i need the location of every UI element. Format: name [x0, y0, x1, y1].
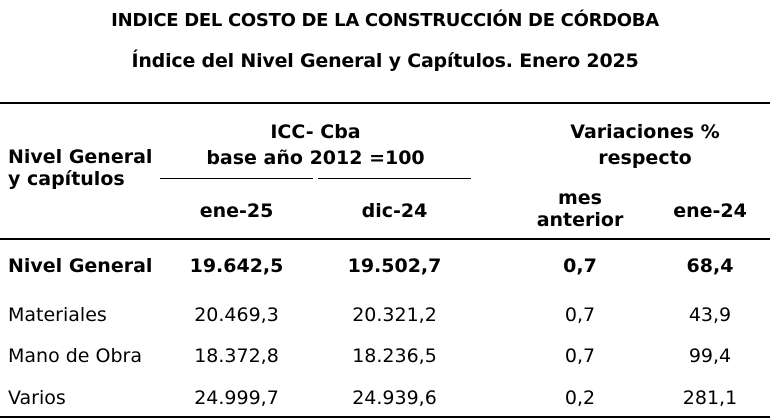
row-var-month-value: 0,7	[564, 345, 596, 367]
header-row-label-line-2: y capítulos	[8, 168, 125, 190]
table-top-rule	[0, 102, 770, 104]
row-var-year-value: 43,9	[688, 304, 732, 326]
header-index-group-line-1: ICC- Cba	[270, 121, 361, 143]
row-label: Mano de Obra	[8, 345, 143, 367]
header-col-year-ago: ene-24	[673, 200, 747, 222]
table-bottom-rule	[0, 416, 770, 418]
header-variation-group-line-2: respecto	[598, 147, 692, 169]
header-variation-group: Variaciones % respecto	[520, 120, 770, 170]
header-variation-group-line-1: Variaciones %	[570, 121, 720, 143]
header-subgroup-rule-right	[318, 178, 471, 179]
header-col-previous: dic-24	[361, 200, 428, 222]
row-previous-value: 20.321,2	[352, 304, 437, 326]
row-var-year-value: 68,4	[686, 255, 734, 277]
row-var-month-value: 0,7	[564, 304, 596, 326]
row-current-value: 20.469,3	[194, 304, 279, 326]
row-previous-value: 24.939,6	[352, 387, 437, 409]
row-previous-value: 18.236,5	[352, 345, 437, 367]
row-current-value: 19.642,5	[189, 255, 284, 277]
header-index-group: ICC- Cba base año 2012 =100	[160, 120, 471, 170]
page-subtitle: Índice del Nivel General y Capítulos. En…	[131, 50, 639, 72]
header-col-prev-month: mes anterior	[520, 186, 640, 232]
row-current-value: 24.999,7	[194, 387, 279, 409]
row-var-month-value: 0,7	[563, 255, 597, 277]
row-var-year-value: 281,1	[682, 387, 738, 409]
page-title: INDICE DEL COSTO DE LA CONSTRUCCIÓN DE C…	[111, 10, 659, 31]
header-subgroup-rule-left	[160, 178, 313, 179]
row-var-year-value: 99,4	[688, 345, 732, 367]
header-col-prev-month-line-2: anterior	[536, 209, 624, 231]
row-label: Materiales	[8, 304, 107, 326]
header-col-prev-month-line-1: mes	[558, 187, 602, 209]
header-row-label-line-1: Nivel General	[8, 146, 153, 168]
row-previous-value: 19.502,7	[347, 255, 442, 277]
row-var-month-value: 0,2	[564, 387, 596, 409]
header-index-group-line-2: base año 2012 =100	[206, 147, 425, 169]
header-row-label: Nivel General y capítulos	[8, 145, 152, 191]
row-label: Varios	[8, 387, 66, 409]
header-col-current: ene-25	[199, 200, 274, 222]
row-current-value: 18.372,8	[194, 345, 279, 367]
row-label: Nivel General	[8, 255, 153, 277]
table-header-rule	[0, 238, 770, 240]
